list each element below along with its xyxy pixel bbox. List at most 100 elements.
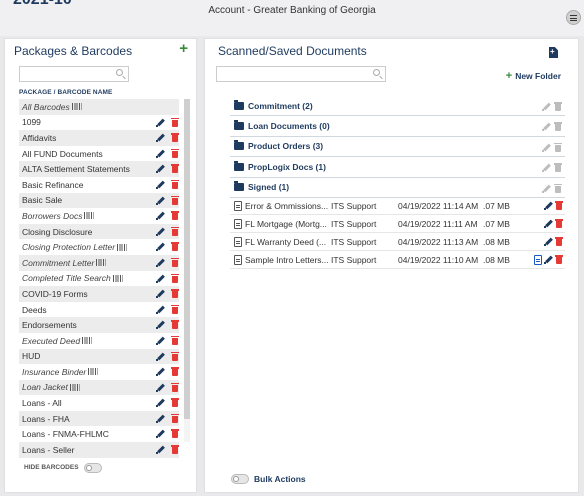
edit-pencil-icon[interactable] [542,143,551,152]
folder-row[interactable]: Signed (1) [230,178,565,198]
delete-trash-icon[interactable] [554,122,562,132]
package-row[interactable]: Basic Refinance [19,177,179,193]
edit-pencil-icon[interactable] [542,163,551,173]
delete-trash-icon[interactable] [554,102,562,111]
delete-trash-icon[interactable] [171,304,179,314]
delete-trash-icon[interactable] [171,429,179,439]
delete-trash-icon[interactable] [171,117,179,127]
file-name[interactable]: Sample Intro Letters... [245,254,329,265]
menu-button[interactable] [566,10,581,25]
edit-pencil-icon[interactable] [156,211,165,221]
package-row[interactable]: Loans - FNMA-FHLMC [19,426,179,442]
edit-pencil-icon[interactable] [542,122,551,132]
delete-trash-icon[interactable] [171,179,179,189]
delete-trash-icon[interactable] [171,211,179,221]
file-name[interactable]: FL Mortgage (Mortg... [245,218,327,229]
edit-pencil-icon[interactable] [156,305,165,314]
edit-pencil-icon[interactable] [544,255,553,264]
package-row[interactable]: COVID-19 Forms [19,286,179,302]
package-row[interactable]: Closing Disclosure [19,223,179,240]
edit-pencil-icon[interactable] [156,258,165,267]
edit-pencil-icon[interactable] [544,201,553,210]
delete-trash-icon[interactable] [171,226,179,236]
upload-document-icon[interactable] [549,47,558,58]
edit-pencil-icon[interactable] [156,336,165,345]
new-folder-button[interactable]: + New Folder [506,70,561,82]
delete-trash-icon[interactable] [554,163,562,173]
delete-trash-icon[interactable] [171,257,179,267]
file-row[interactable]: FL Warranty Deed (... ITS Support 04/19/20… [230,233,565,251]
delete-trash-icon[interactable] [554,142,562,152]
edit-pencil-icon[interactable] [156,352,165,361]
package-row[interactable]: 1099 [19,115,179,131]
delete-trash-icon[interactable] [171,195,179,205]
edit-pencil-icon[interactable] [156,398,165,408]
package-row[interactable]: Executed Deed [19,333,179,349]
hide-barcodes-toggle[interactable] [84,463,102,473]
edit-pencil-icon[interactable] [156,445,165,455]
edit-pencil-icon[interactable] [156,196,165,205]
file-row[interactable]: FL Mortgage (Mortg... ITS Support 04/19/20… [230,215,565,233]
package-row[interactable]: Loan Jacket [19,379,179,396]
file-name[interactable]: FL Warranty Deed (... [245,236,327,247]
package-row[interactable]: Borrowers Docs [19,208,179,224]
delete-trash-icon[interactable] [171,273,179,283]
delete-trash-icon[interactable] [555,219,563,228]
package-row[interactable]: Commitment Letter [19,254,179,271]
package-row[interactable]: Basic Sale [19,192,179,209]
delete-trash-icon[interactable] [171,398,179,408]
delete-trash-icon[interactable] [555,255,563,264]
edit-pencil-icon[interactable] [156,227,165,236]
delete-trash-icon[interactable] [171,133,179,143]
package-row[interactable]: Insurance Binder [19,364,179,380]
delete-trash-icon[interactable] [171,382,179,392]
package-search-input[interactable] [19,66,129,82]
edit-pencil-icon[interactable] [156,149,165,158]
edit-pencil-icon[interactable] [156,383,165,392]
folder-row[interactable]: PropLogix Docs (1) [230,157,565,178]
edit-pencil-icon[interactable] [544,237,553,246]
edit-pencil-icon[interactable] [542,102,551,111]
folder-row[interactable]: Commitment (2) [230,96,565,117]
add-package-icon[interactable]: + [179,40,188,57]
edit-pencil-icon[interactable] [156,133,165,143]
package-row[interactable]: All Barcodes [19,99,179,115]
edit-pencil-icon[interactable] [156,118,165,127]
package-row[interactable]: HUD [19,348,179,365]
view-document-icon[interactable] [534,255,542,265]
delete-trash-icon[interactable] [555,201,563,210]
edit-pencil-icon[interactable] [544,219,553,228]
edit-pencil-icon[interactable] [156,367,165,377]
delete-trash-icon[interactable] [171,164,179,174]
package-list-scrollbar[interactable] [184,99,190,442]
edit-pencil-icon[interactable] [156,180,165,189]
package-row[interactable]: Closing Protection Letter [19,239,179,255]
package-row[interactable]: Deeds [19,302,179,318]
delete-trash-icon[interactable] [171,445,179,455]
scrollbar-thumb[interactable] [184,99,190,419]
file-name[interactable]: Error & Ommissions... [245,200,329,211]
package-row[interactable]: All FUND Documents [19,146,179,162]
edit-pencil-icon[interactable] [156,274,165,283]
package-row[interactable]: Loans - All [19,395,179,411]
package-row[interactable]: Loans - Seller [19,442,179,458]
edit-pencil-icon[interactable] [542,184,551,193]
folder-row[interactable]: Loan Documents (0) [230,116,565,137]
delete-trash-icon[interactable] [171,367,179,377]
folder-row[interactable]: Product Orders (3) [230,137,565,158]
delete-trash-icon[interactable] [171,148,179,158]
delete-trash-icon[interactable] [171,242,179,252]
delete-trash-icon[interactable] [171,413,179,423]
edit-pencil-icon[interactable] [156,289,165,299]
edit-pencil-icon[interactable] [156,414,165,423]
edit-pencil-icon[interactable] [156,429,165,439]
package-row[interactable]: Completed Title Search [19,271,179,287]
package-row[interactable]: Endorsements [19,317,179,333]
delete-trash-icon[interactable] [171,289,179,299]
edit-pencil-icon[interactable] [156,164,165,174]
edit-pencil-icon[interactable] [156,242,165,252]
document-search-input[interactable] [216,66,386,82]
delete-trash-icon[interactable] [171,335,179,345]
edit-pencil-icon[interactable] [156,320,165,330]
delete-trash-icon[interactable] [555,237,563,246]
